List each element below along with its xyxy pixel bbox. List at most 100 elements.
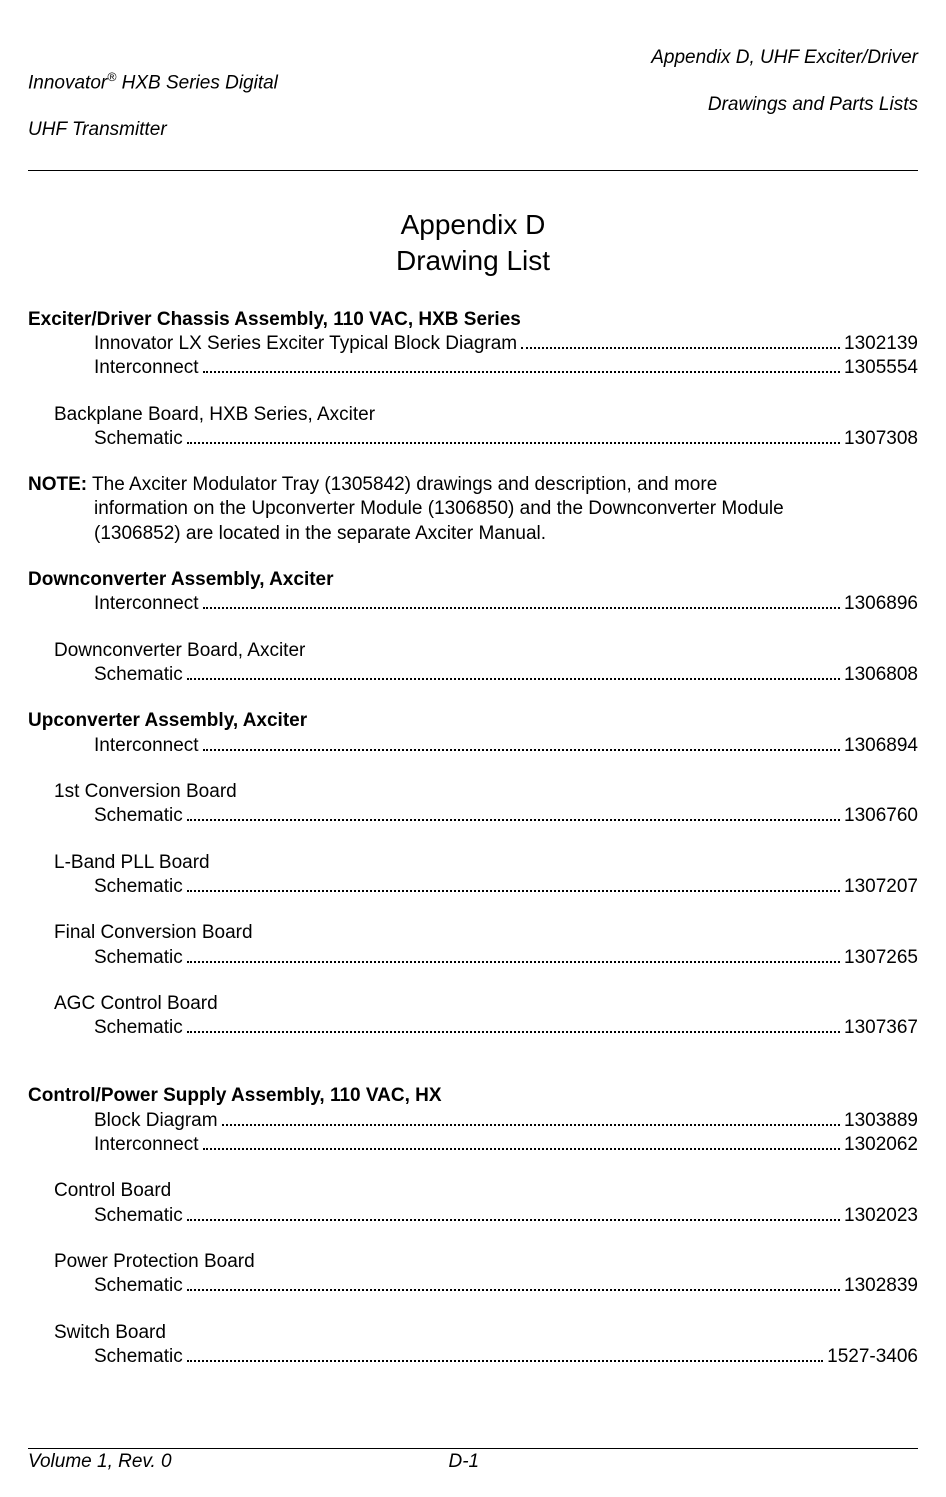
toc-leader-dots bbox=[203, 361, 840, 373]
toc-leader-dots bbox=[203, 597, 840, 609]
toc-entry-label: Schematic bbox=[94, 1274, 183, 1298]
toc-entry-number: 1302062 bbox=[844, 1133, 918, 1157]
toc-leader-dots bbox=[187, 950, 840, 962]
hl1sup: ® bbox=[107, 70, 116, 84]
toc-entry-number: 1305554 bbox=[844, 356, 918, 380]
section-heading: Upconverter Assembly, Axciter bbox=[28, 709, 918, 733]
page-footer: Volume 1, Rev. 0 D-1 bbox=[28, 1448, 918, 1473]
toc-entry: Innovator LX Series Exciter Typical Bloc… bbox=[94, 332, 918, 356]
note-block: NOTE: The Axciter Modulator Tray (130584… bbox=[28, 473, 918, 546]
toc-entry-number: 1307265 bbox=[844, 946, 918, 970]
toc-leader-dots bbox=[203, 1138, 840, 1150]
toc-entry-number: 1527-3406 bbox=[827, 1345, 918, 1369]
toc-leader-dots bbox=[187, 1021, 840, 1033]
header-right-line2: Drawings and Parts Lists bbox=[651, 93, 918, 117]
toc-entry-number: 1307207 bbox=[844, 875, 918, 899]
toc-entry-label: Schematic bbox=[94, 946, 183, 970]
footer-left: Volume 1, Rev. 0 bbox=[28, 1451, 172, 1472]
toc-entry: Schematic 1306760 bbox=[94, 804, 918, 828]
note-line: information on the Upconverter Module (1… bbox=[94, 497, 918, 521]
toc-entry-label: Schematic bbox=[94, 1016, 183, 1040]
toc-leader-dots bbox=[521, 336, 840, 348]
toc-entry-number: 1306894 bbox=[844, 734, 918, 758]
toc-entry: Interconnect 1306894 bbox=[94, 734, 918, 758]
page-header: Innovator® HXB Series Digital UHF Transm… bbox=[28, 22, 918, 166]
toc-leader-dots bbox=[187, 1279, 840, 1291]
toc-entry-number: 1307308 bbox=[844, 427, 918, 451]
toc-entry-label: Interconnect bbox=[94, 356, 199, 380]
toc-entry: Interconnect 1302062 bbox=[94, 1133, 918, 1157]
subsection-heading: L-Band PLL Board bbox=[54, 851, 918, 875]
toc-entry: Schematic 1307265 bbox=[94, 946, 918, 970]
toc-entry-label: Block Diagram bbox=[94, 1109, 218, 1133]
toc-entry-label: Schematic bbox=[94, 427, 183, 451]
toc-entry-number: 1306896 bbox=[844, 592, 918, 616]
toc-entry: Interconnect 1306896 bbox=[94, 592, 918, 616]
header-left-line1: Innovator® HXB Series Digital bbox=[28, 46, 278, 95]
toc-entry-number: 1306760 bbox=[844, 804, 918, 828]
section-heading: Control/Power Supply Assembly, 110 VAC, … bbox=[28, 1084, 918, 1108]
toc-entry-label: Schematic bbox=[94, 1204, 183, 1228]
subsection-heading: Backplane Board, HXB Series, Axciter bbox=[54, 403, 918, 427]
toc-entry: Schematic 1302839 bbox=[94, 1274, 918, 1298]
toc-entry-label: Schematic bbox=[94, 875, 183, 899]
toc-content: Exciter/Driver Chassis Assembly, 110 VAC… bbox=[28, 308, 918, 1370]
toc-entry: Schematic 1307207 bbox=[94, 875, 918, 899]
toc-entry-number: 1303889 bbox=[844, 1109, 918, 1133]
toc-leader-dots bbox=[187, 431, 840, 443]
note-prefix: NOTE: bbox=[28, 474, 87, 495]
toc-entry-number: 1306808 bbox=[844, 663, 918, 687]
toc-entry-label: Schematic bbox=[94, 804, 183, 828]
toc-entry-label: Schematic bbox=[94, 1345, 183, 1369]
toc-entry: Schematic 1527-3406 bbox=[94, 1345, 918, 1369]
toc-leader-dots bbox=[222, 1113, 840, 1125]
toc-entry-number: 1302839 bbox=[844, 1274, 918, 1298]
title-line2: Drawing List bbox=[28, 243, 918, 279]
footer-line: Volume 1, Rev. 0 D-1 bbox=[28, 1451, 918, 1473]
toc-entry-label: Interconnect bbox=[94, 1133, 199, 1157]
toc-entry-label: Schematic bbox=[94, 663, 183, 687]
hl1b: HXB Series Digital bbox=[116, 72, 278, 93]
toc-entry-label: Interconnect bbox=[94, 734, 199, 758]
header-left-line2: UHF Transmitter bbox=[28, 118, 278, 142]
toc-entry: Schematic 1307308 bbox=[94, 427, 918, 451]
toc-entry-number: 1302139 bbox=[844, 332, 918, 356]
note-line: NOTE: The Axciter Modulator Tray (130584… bbox=[28, 473, 918, 497]
toc-leader-dots bbox=[187, 809, 840, 821]
hl1a: Innovator bbox=[28, 72, 107, 93]
toc-entry: Schematic 1302023 bbox=[94, 1204, 918, 1228]
note-line: (1306852) are located in the separate Ax… bbox=[94, 522, 918, 546]
subsection-heading: AGC Control Board bbox=[54, 992, 918, 1016]
header-rule bbox=[28, 170, 918, 171]
header-right-line1: Appendix D, UHF Exciter/Driver bbox=[651, 46, 918, 70]
section-heading: Downconverter Assembly, Axciter bbox=[28, 568, 918, 592]
subsection-heading: Downconverter Board, Axciter bbox=[54, 639, 918, 663]
subsection-heading: Control Board bbox=[54, 1179, 918, 1203]
note-text: The Axciter Modulator Tray (1305842) dra… bbox=[87, 474, 717, 495]
title-block: Appendix D Drawing List bbox=[28, 207, 918, 280]
header-right: Appendix D, UHF Exciter/Driver Drawings … bbox=[651, 22, 918, 166]
toc-entry-label: Interconnect bbox=[94, 592, 199, 616]
toc-entry: Schematic 1306808 bbox=[94, 663, 918, 687]
toc-leader-dots bbox=[187, 1350, 823, 1362]
page: Innovator® HXB Series Digital UHF Transm… bbox=[0, 0, 946, 1497]
subsection-heading: Final Conversion Board bbox=[54, 921, 918, 945]
toc-leader-dots bbox=[203, 738, 840, 750]
toc-leader-dots bbox=[187, 879, 840, 891]
footer-rule bbox=[28, 1448, 918, 1449]
toc-entry: Interconnect 1305554 bbox=[94, 356, 918, 380]
toc-entry: Schematic 1307367 bbox=[94, 1016, 918, 1040]
subsection-heading: 1st Conversion Board bbox=[54, 780, 918, 804]
toc-entry-number: 1307367 bbox=[844, 1016, 918, 1040]
footer-page: D-1 bbox=[449, 1451, 480, 1473]
toc-leader-dots bbox=[187, 668, 840, 680]
title-line1: Appendix D bbox=[28, 207, 918, 243]
subsection-heading: Switch Board bbox=[54, 1321, 918, 1345]
subsection-heading: Power Protection Board bbox=[54, 1250, 918, 1274]
toc-leader-dots bbox=[187, 1208, 840, 1220]
toc-entry-label: Innovator LX Series Exciter Typical Bloc… bbox=[94, 332, 517, 356]
section-heading: Exciter/Driver Chassis Assembly, 110 VAC… bbox=[28, 308, 918, 332]
toc-entry-number: 1302023 bbox=[844, 1204, 918, 1228]
header-left: Innovator® HXB Series Digital UHF Transm… bbox=[28, 22, 278, 166]
toc-entry: Block Diagram 1303889 bbox=[94, 1109, 918, 1133]
